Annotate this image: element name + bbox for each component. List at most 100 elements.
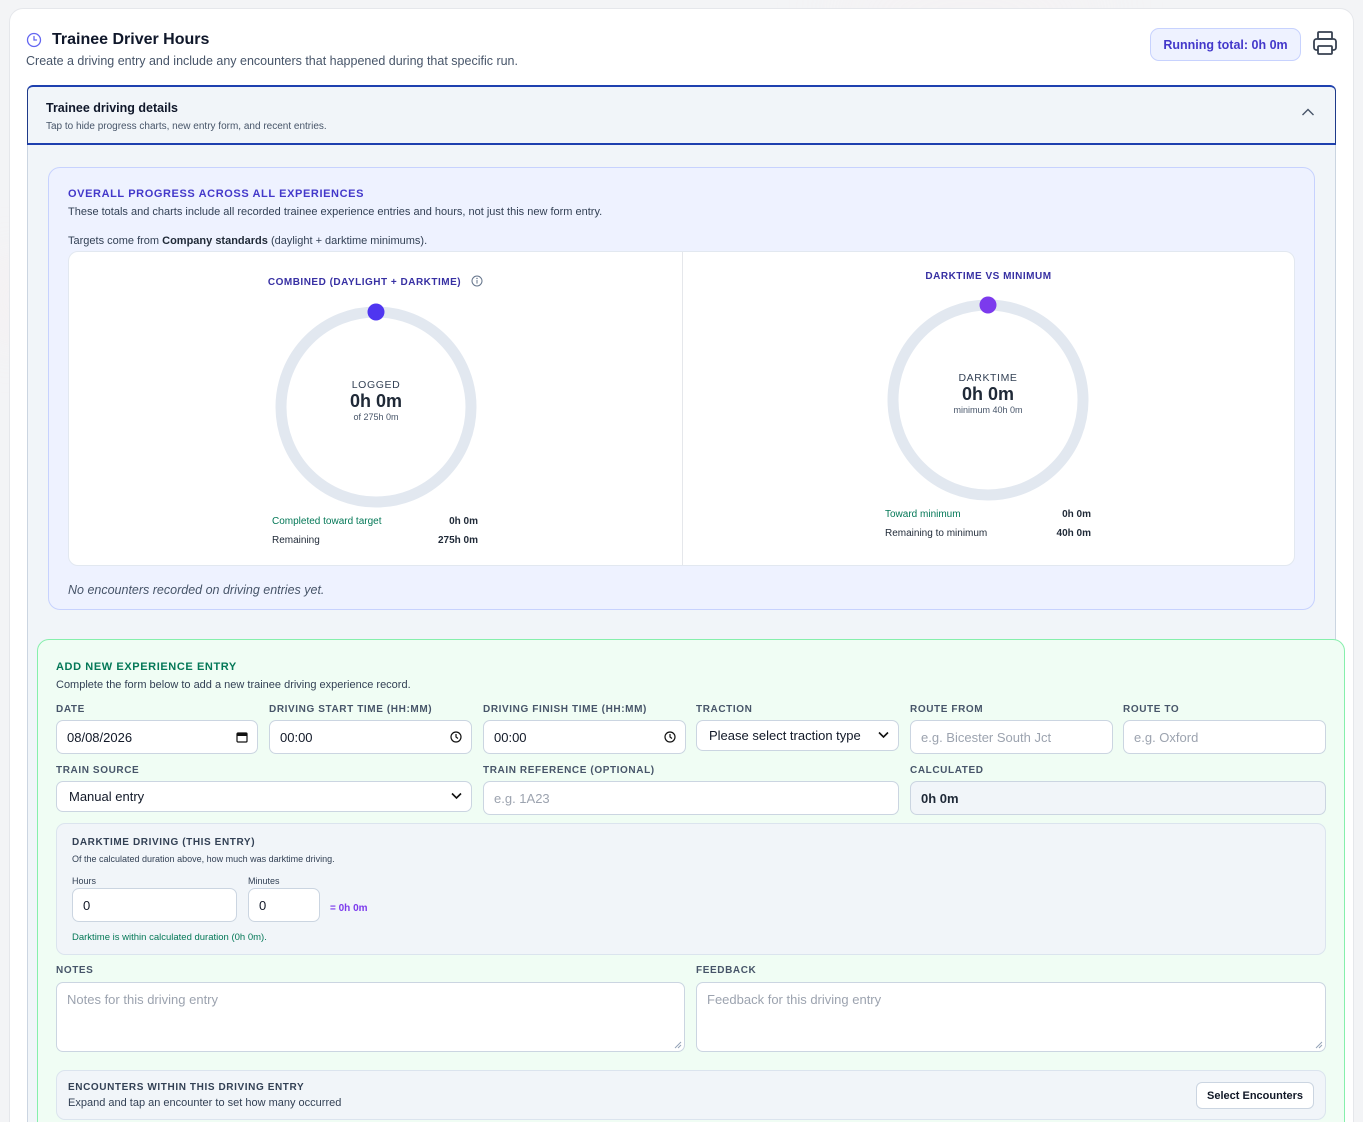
chart-divider — [682, 252, 683, 565]
ring-center-value: 0h 0m — [961, 384, 1015, 404]
accordion-title: Trainee driving details — [46, 101, 178, 115]
route-from-label: ROUTE FROM — [910, 704, 984, 715]
stat-label: Toward minimum — [885, 509, 961, 520]
print-button[interactable] — [1312, 29, 1338, 57]
chevron-up-icon[interactable] — [1301, 107, 1315, 117]
completed-stat: Completed toward target 0h 0m — [272, 516, 478, 527]
darktime-chart: DARKTIME VS MINIMUM DARKTIME 0h 0m minim… — [682, 252, 1295, 565]
date-label: DATE — [56, 704, 85, 715]
stat-label: Remaining to minimum — [885, 528, 988, 539]
remaining-minimum-stat: Remaining to minimum 40h 0m — [885, 528, 1091, 539]
start-time-value: 00:00 — [280, 729, 313, 745]
feedback-placeholder: Feedback for this driving entry — [707, 992, 882, 1007]
feedback-label: FEEDBACK — [696, 965, 757, 976]
train-source-label: TRAIN SOURCE — [56, 765, 140, 776]
traction-value: Please select traction type — [709, 728, 861, 743]
clock-icon[interactable] — [664, 731, 676, 743]
ring-center-target: minimum 40h 0m — [953, 405, 1023, 415]
stat-label: Remaining — [272, 535, 320, 546]
encounters-description: Expand and tap an encounter to set how m… — [68, 1097, 342, 1109]
encounters-section: ENCOUNTERS WITHIN THIS DRIVING ENTRY Exp… — [56, 1070, 1326, 1120]
darktime-section: DARKTIME DRIVING (THIS ENTRY) Of the cal… — [56, 823, 1326, 955]
resize-handle-icon[interactable] — [1315, 1041, 1323, 1049]
ring-center-target: of 275h 0m — [353, 412, 399, 422]
clock-icon[interactable] — [450, 731, 462, 743]
darktime-ring: DARKTIME 0h 0m minimum 40h 0m — [884, 296, 1092, 504]
finish-time-input[interactable]: 00:00 — [483, 720, 686, 754]
start-time-input[interactable]: 00:00 — [269, 720, 472, 754]
darktime-hours-input[interactable]: 0 — [72, 888, 237, 922]
date-input[interactable]: 08/08/2026 — [56, 720, 258, 754]
darktime-heading: DARKTIME DRIVING (THIS ENTRY) — [72, 837, 256, 848]
combined-chart-title: COMBINED (DAYLIGHT + DARKTIME) — [267, 277, 462, 289]
page-subtitle: Create a driving entry and include any e… — [26, 54, 518, 68]
route-to-input[interactable]: e.g. Oxford — [1123, 720, 1326, 754]
stat-value: 0h 0m — [449, 516, 478, 527]
ring-center-label: LOGGED — [351, 379, 401, 391]
main-card: Trainee Driver Hours Create a driving en… — [9, 8, 1354, 1122]
entry-heading: ADD NEW EXPERIENCE ENTRY — [56, 661, 237, 673]
notes-label: NOTES — [56, 965, 94, 976]
targets-prefix: Targets come from — [68, 235, 163, 247]
stat-value: 40h 0m — [1056, 528, 1091, 539]
resize-handle-icon[interactable] — [674, 1041, 682, 1049]
info-icon[interactable] — [471, 275, 483, 290]
targets-source: Company standards — [162, 235, 268, 247]
printer-icon — [1313, 31, 1337, 55]
traction-label: TRACTION — [696, 704, 753, 715]
route-to-label: ROUTE TO — [1123, 704, 1180, 715]
entry-description: Complete the form below to add a new tra… — [56, 679, 411, 691]
train-source-select[interactable]: Manual entry — [56, 781, 472, 812]
page-header: Trainee Driver Hours — [26, 31, 209, 49]
finish-time-value: 00:00 — [494, 729, 527, 745]
page-title: Trainee Driver Hours — [52, 31, 210, 48]
chevron-down-icon — [451, 792, 462, 800]
stat-label: Completed toward target — [272, 516, 382, 527]
combined-chart-label: COMBINED (DAYLIGHT + DARKTIME) — [69, 275, 682, 290]
notes-placeholder: Notes for this driving entry — [67, 992, 219, 1007]
finish-time-label: DRIVING FINISH TIME (HH:MM) — [483, 704, 647, 715]
calculated-duration: 0h 0m — [910, 781, 1326, 815]
notes-textarea[interactable]: Notes for this driving entry — [56, 982, 685, 1052]
running-total-badge: Running total: 0h 0m — [1150, 28, 1301, 61]
overall-progress-panel: OVERALL PROGRESS ACROSS ALL EXPERIENCES … — [48, 167, 1315, 610]
darktime-chart-label: DARKTIME VS MINIMUM — [925, 271, 1052, 282]
minutes-label: Minutes — [248, 876, 280, 886]
feedback-textarea[interactable]: Feedback for this driving entry — [696, 982, 1326, 1052]
train-source-value: Manual entry — [69, 789, 145, 804]
start-time-label: DRIVING START TIME (HH:MM) — [269, 704, 433, 715]
clock-icon — [26, 32, 42, 48]
train-reference-label: TRAIN REFERENCE (OPTIONAL) — [483, 765, 655, 776]
remaining-stat: Remaining 275h 0m — [272, 535, 478, 546]
combined-ring: LOGGED 0h 0m of 275h 0m — [272, 303, 480, 511]
select-encounters-button[interactable]: Select Encounters — [1196, 1082, 1314, 1109]
train-reference-input[interactable]: e.g. 1A23 — [483, 781, 899, 815]
progress-description: These totals and charts include all reco… — [68, 206, 603, 218]
targets-note: Targets come from Company standards (day… — [68, 235, 427, 247]
darktime-equals: = 0h 0m — [330, 903, 368, 914]
darktime-status: Darktime is within calculated duration (… — [72, 932, 267, 943]
combined-chart: COMBINED (DAYLIGHT + DARKTIME) LOGGED 0h… — [69, 252, 682, 565]
toward-minimum-stat: Toward minimum 0h 0m — [885, 509, 1091, 520]
targets-suffix: (daylight + darktime minimums). — [267, 235, 428, 247]
progress-dot — [979, 296, 997, 314]
calendar-icon[interactable] — [236, 731, 248, 743]
date-value: 08/08/2026 — [67, 729, 133, 745]
ring-center-label: DARKTIME — [958, 372, 1018, 384]
accordion-trainee-driving-details[interactable]: Trainee driving details Tap to hide prog… — [27, 85, 1336, 145]
ring-center-value: 0h 0m — [349, 391, 403, 411]
charts-container: COMBINED (DAYLIGHT + DARKTIME) LOGGED 0h… — [68, 251, 1295, 566]
calculated-label: CALCULATED — [910, 765, 984, 776]
hours-label: Hours — [72, 876, 97, 886]
darktime-description: Of the calculated duration above, how mu… — [72, 854, 335, 864]
no-encounters-message: No encounters recorded on driving entrie… — [68, 583, 325, 597]
stat-value: 0h 0m — [1062, 509, 1091, 520]
encounters-heading: ENCOUNTERS WITHIN THIS DRIVING ENTRY — [68, 1082, 305, 1093]
progress-heading: OVERALL PROGRESS ACROSS ALL EXPERIENCES — [68, 188, 365, 200]
traction-select[interactable]: Please select traction type — [696, 720, 899, 751]
route-from-input[interactable]: e.g. Bicester South Jct — [910, 720, 1113, 754]
progress-dot — [367, 303, 385, 321]
new-entry-panel: ADD NEW EXPERIENCE ENTRY Complete the fo… — [37, 639, 1345, 1122]
accordion-subtitle: Tap to hide progress charts, new entry f… — [46, 121, 327, 132]
darktime-minutes-input[interactable]: 0 — [248, 888, 320, 922]
